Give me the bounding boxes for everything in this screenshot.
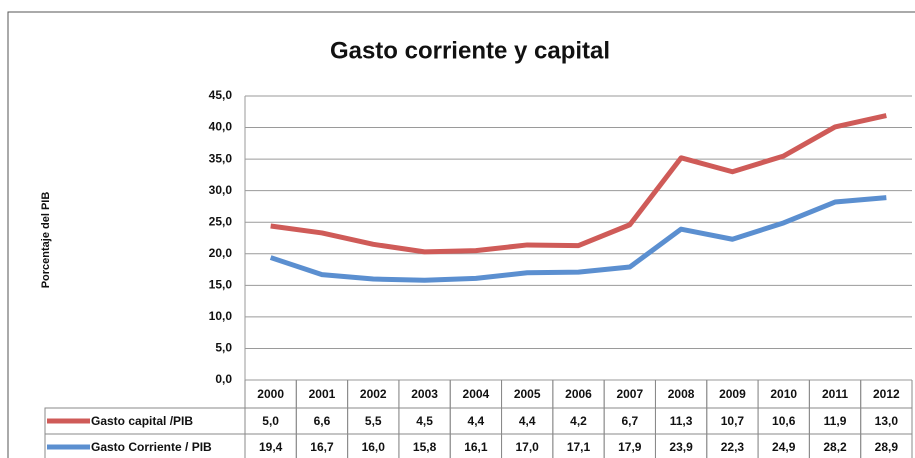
data-table-value: 6,6 [314, 414, 331, 428]
data-table-value: 10,6 [772, 414, 796, 428]
data-table-value: 4,2 [570, 414, 587, 428]
y-tick-label: 30,0 [209, 183, 233, 197]
chart-frame [7, 11, 915, 458]
data-table-value: 4,5 [416, 414, 433, 428]
data-table-value: 23,9 [669, 440, 693, 454]
data-table-value: 28,9 [875, 440, 899, 454]
data-table-value: 6,7 [621, 414, 638, 428]
data-table-value: 16,1 [464, 440, 488, 454]
data-table-value: 17,0 [516, 440, 540, 454]
x-tick-label: 2001 [309, 387, 336, 401]
y-tick-label: 25,0 [209, 214, 233, 228]
y-tick-label: 5,0 [215, 341, 232, 355]
data-table-value: 5,5 [365, 414, 382, 428]
y-tick-label: 45,0 [209, 88, 233, 102]
data-table-value: 17,9 [618, 440, 642, 454]
x-tick-label: 2008 [668, 387, 695, 401]
y-axis-label: Porcentaje del PIB [40, 192, 52, 289]
data-table-value: 28,2 [823, 440, 847, 454]
y-tick-label: 35,0 [209, 151, 233, 165]
data-table-value: 17,1 [567, 440, 591, 454]
data-table-value: 11,3 [670, 414, 693, 428]
x-tick-label: 2003 [411, 387, 438, 401]
series-line [269, 195, 887, 283]
x-tick-label: 2010 [770, 387, 797, 401]
legend-label: Gasto Corriente / PIB [91, 440, 212, 454]
y-tick-label: 15,0 [209, 278, 233, 292]
x-tick-label: 2009 [719, 387, 746, 401]
y-tick-label: 20,0 [209, 246, 233, 260]
data-table-value: 24,9 [772, 440, 796, 454]
data-table-value: 22,3 [721, 440, 745, 454]
data-table-value: 11,9 [824, 414, 847, 428]
data-table-value: 5,0 [262, 414, 279, 428]
y-tick-label: 40,0 [209, 120, 233, 134]
x-tick-label: 2004 [463, 387, 490, 401]
data-table-value: 4,4 [519, 414, 536, 428]
data-table-value: 16,7 [310, 440, 334, 454]
y-tick-label: 10,0 [209, 309, 233, 323]
x-tick-label: 2012 [873, 387, 900, 401]
series-line [270, 113, 887, 255]
x-tick-label: 2011 [822, 387, 848, 401]
data-table-value: 16,0 [362, 440, 386, 454]
data-table-value: 13,0 [875, 414, 899, 428]
x-tick-label: 2002 [360, 387, 387, 401]
data-table-value: 19,4 [259, 440, 283, 454]
y-tick-label: 0,0 [215, 372, 232, 386]
x-tick-label: 2000 [257, 387, 284, 401]
chart-title: Gasto corriente y capital [330, 37, 610, 64]
data-table-value: 10,7 [721, 414, 745, 428]
x-tick-label: 2006 [565, 387, 592, 401]
x-tick-label: 2005 [514, 387, 541, 401]
data-table-value: 4,4 [468, 414, 485, 428]
legend-label: Gasto capital /PIB [91, 414, 193, 428]
data-table-value: 15,8 [413, 440, 437, 454]
x-tick-label: 2007 [616, 387, 643, 401]
